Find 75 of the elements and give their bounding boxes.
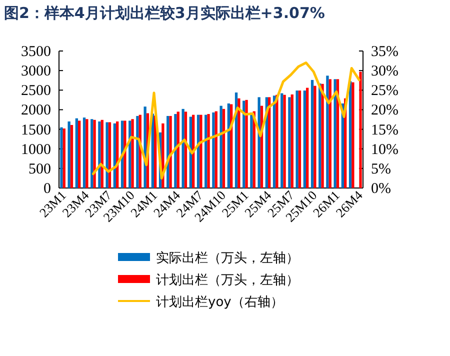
bar [272,96,276,188]
bar [98,121,101,188]
bar [306,88,309,188]
bar [298,90,302,188]
bar [321,84,324,188]
line-series [92,61,360,180]
y-tick-label: 3000 [21,64,51,80]
bar [182,108,184,188]
bar [352,82,354,188]
bar [144,106,146,188]
bar [258,97,260,188]
legend-label: 计划出栏（万头，左轴） [156,273,299,288]
bar [222,108,226,188]
bar [348,81,352,188]
bar [68,121,70,188]
y2-tick-label: 0% [371,181,391,197]
bar [124,120,126,188]
bar [314,86,316,188]
y-tick-label: 2500 [21,83,51,100]
bar [326,76,329,188]
bar [106,122,108,188]
bar [214,111,218,188]
bar [136,116,139,188]
bar [238,98,240,188]
y2-tick-label: 15% [371,122,398,138]
bar [169,116,172,188]
bar [303,90,306,188]
y2-tick-label: 35% [371,44,398,60]
bar [268,97,271,188]
bar [70,124,74,188]
bar [280,93,284,188]
y-tick-label: 3500 [21,44,51,60]
bar [288,97,291,188]
bar [310,80,314,188]
bar [62,128,66,188]
bar [174,114,177,188]
bar [176,112,180,188]
bar [82,118,86,188]
bar [75,118,78,188]
y-tick-label: 0 [44,181,51,197]
chart-title: 图2：样本4月计划出栏较3月实际出栏+3.07% [4,4,325,22]
y2-tick-label: 25% [371,83,398,100]
bar [227,103,230,188]
bar [78,120,81,188]
y-tick-label: 500 [28,161,51,178]
bar [212,112,215,188]
y2-tick-label: 5% [371,161,391,178]
bar [290,94,294,188]
bar [204,114,208,188]
bar [359,72,362,188]
bar [296,90,298,188]
bar [90,119,94,188]
legend-label: 实际出栏（万头，左轴） [156,251,299,266]
bar [334,79,336,188]
y2-tick-label: 20% [371,102,398,119]
bar [200,114,202,188]
bar [245,100,248,188]
bar [220,106,222,188]
bar [328,79,332,188]
legend-label: 计划出栏yoy（右轴） [156,295,284,310]
y-tick-label: 1000 [21,142,51,158]
bar [250,112,253,188]
bar [283,94,286,188]
y-tick-label: 2000 [21,102,51,119]
bar [207,114,210,188]
bar [86,119,88,188]
y2-tick-label: 30% [371,64,398,80]
bar [276,94,278,188]
bar [242,100,246,188]
bar [131,119,134,188]
bar [60,127,63,188]
y-tick-label: 1500 [21,122,51,138]
y2-tick-label: 10% [371,142,398,158]
bar [93,120,96,188]
bar [108,122,112,188]
